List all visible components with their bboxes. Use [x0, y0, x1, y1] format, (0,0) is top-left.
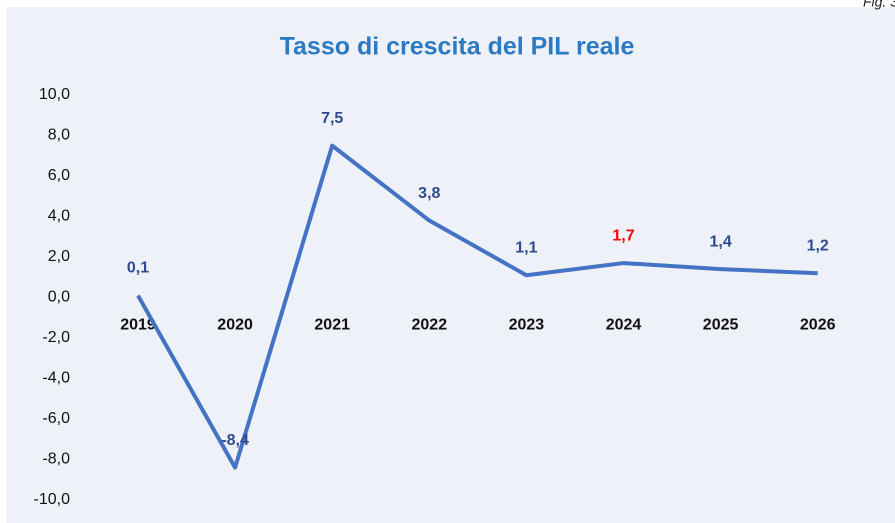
y-tick-label: -10,0	[34, 491, 71, 508]
data-label: 1,4	[709, 233, 731, 250]
y-tick-label: 10,0	[39, 86, 70, 103]
line	[136, 143, 818, 470]
y-tick-label: -4,0	[42, 370, 70, 387]
x-tick-label: 2023	[509, 317, 545, 334]
x-tick-label: 2022	[412, 317, 448, 334]
x-tick-label: 2020	[217, 317, 253, 334]
y-tick-label: 8,0	[48, 127, 70, 144]
chart-background	[6, 7, 895, 523]
y-tick-label: -6,0	[42, 410, 70, 427]
data-label: 7,5	[321, 110, 343, 127]
x-tick-label: 2019	[120, 317, 156, 334]
y-tick-label: 6,0	[48, 167, 70, 184]
y-tick-label: -8,0	[42, 451, 70, 468]
x-tick-label: 2026	[800, 317, 836, 334]
y-tick-label: 4,0	[48, 208, 70, 225]
y-tick-label: 2,0	[48, 248, 70, 265]
data-label: 1,1	[515, 239, 537, 256]
x-tick-label: 2025	[703, 317, 739, 334]
data-label: 1,2	[807, 237, 829, 254]
y-tick-label: -2,0	[42, 329, 70, 346]
y-tick-label: 0,0	[48, 289, 70, 306]
chart-title: Tasso di crescita del PIL reale	[280, 33, 635, 61]
x-tick-label: 2021	[314, 317, 350, 334]
data-label: -8,4	[221, 432, 249, 449]
figure-label: Fig. 3	[863, 0, 895, 10]
data-label: 3,8	[418, 185, 440, 202]
x-tick-label: 2024	[606, 317, 642, 334]
data-label: 1,7	[612, 227, 634, 244]
data-label: 0,1	[127, 260, 149, 277]
